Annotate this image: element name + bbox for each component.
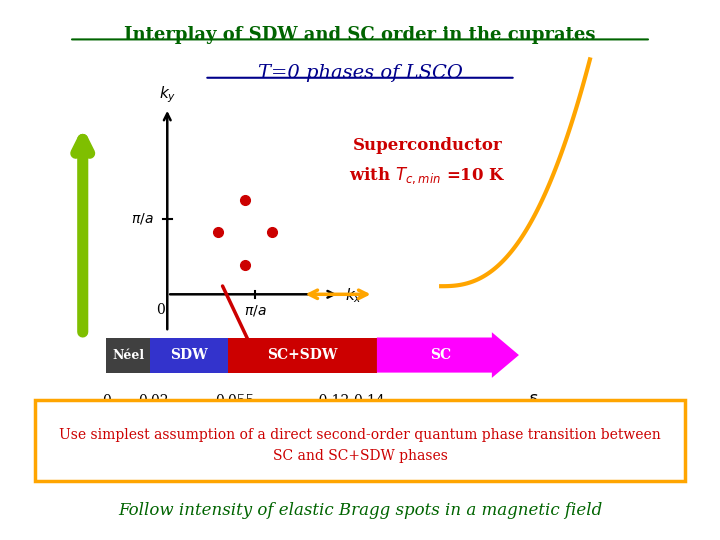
Text: Superconductor: Superconductor [353, 137, 503, 154]
Text: ~0.12-0.14: ~0.12-0.14 [307, 394, 385, 408]
Text: 0.02: 0.02 [138, 394, 169, 408]
Text: SC and SC+SDW phases: SC and SC+SDW phases [273, 449, 447, 463]
Text: with $T_{c,min}$ =10 K: with $T_{c,min}$ =10 K [349, 165, 506, 186]
Text: Use simplest assumption of a direct second-order quantum phase transition betwee: Use simplest assumption of a direct seco… [59, 428, 661, 442]
Text: Follow intensity of elastic Bragg spots in a magnetic field: Follow intensity of elastic Bragg spots … [118, 502, 602, 519]
Text: $k_x$: $k_x$ [345, 286, 362, 305]
FancyBboxPatch shape [228, 338, 377, 373]
Text: SC: SC [431, 348, 451, 362]
Text: SC+SDW: SC+SDW [267, 348, 338, 362]
FancyBboxPatch shape [150, 338, 228, 373]
FancyArrow shape [377, 332, 519, 378]
Text: $\delta$: $\delta$ [527, 394, 538, 411]
Text: Néel: Néel [112, 348, 145, 362]
FancyBboxPatch shape [35, 400, 685, 481]
Text: SDW: SDW [171, 348, 208, 362]
Text: 0: 0 [102, 394, 111, 408]
Text: 0: 0 [156, 303, 165, 318]
Text: Interplay of SDW and SC order in the cuprates: Interplay of SDW and SC order in the cup… [125, 26, 595, 44]
Text: $\pi/a$: $\pi/a$ [244, 303, 266, 318]
Text: 0.055: 0.055 [215, 394, 254, 408]
Text: $\pi/a$: $\pi/a$ [131, 211, 153, 226]
Text: H: H [56, 225, 76, 245]
Text: T=0 phases of LSCO: T=0 phases of LSCO [258, 64, 462, 82]
FancyBboxPatch shape [107, 338, 150, 373]
Text: $k_y$: $k_y$ [158, 84, 176, 105]
